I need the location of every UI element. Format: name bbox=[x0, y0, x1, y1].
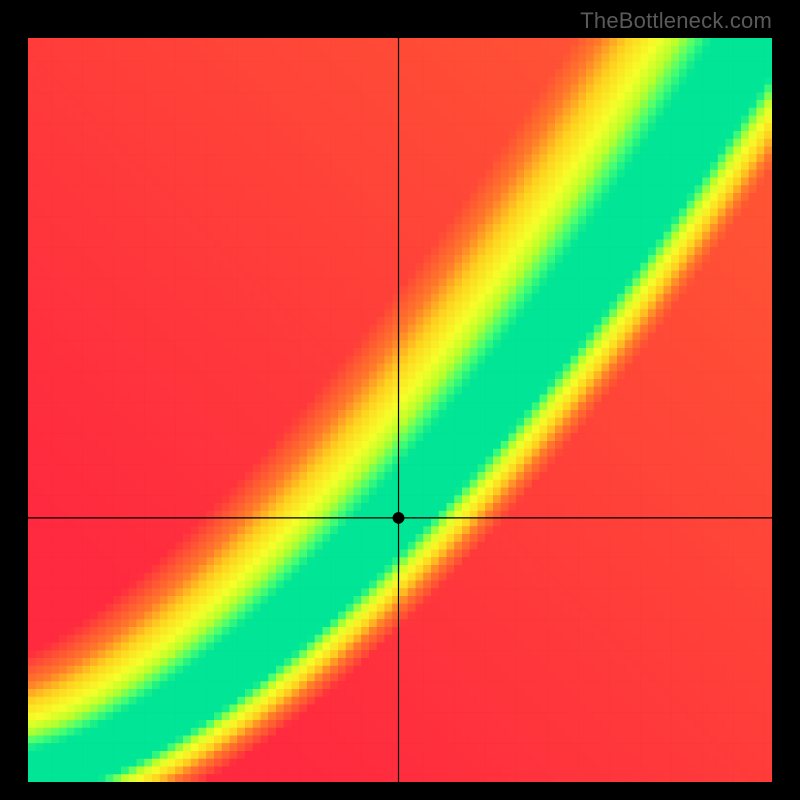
chart-container: TheBottleneck.com bbox=[0, 0, 800, 800]
plot-frame bbox=[28, 38, 772, 782]
watermark-text: TheBottleneck.com bbox=[580, 8, 772, 34]
heatmap-canvas bbox=[28, 38, 772, 782]
